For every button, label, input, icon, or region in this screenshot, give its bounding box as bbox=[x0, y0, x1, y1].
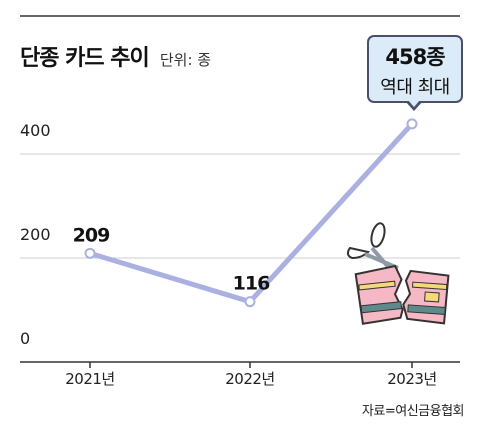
data-label: 209 bbox=[73, 224, 110, 246]
callout-value: 458종 bbox=[385, 45, 445, 69]
x-axis: 2021년 2022년 2023년 bbox=[20, 361, 460, 388]
series-layer bbox=[84, 118, 418, 308]
data-point bbox=[244, 296, 256, 308]
data-point bbox=[84, 247, 96, 259]
y-axis-ticks: 0 200 400 bbox=[20, 121, 51, 348]
chart-title: 단종 카드 추이 bbox=[20, 46, 150, 71]
data-labels: 209 116 bbox=[73, 224, 271, 295]
data-point bbox=[406, 118, 418, 130]
unit-label: 단위: 종 bbox=[159, 51, 212, 69]
data-label: 116 bbox=[233, 273, 270, 295]
y-tick-label: 400 bbox=[20, 121, 51, 140]
x-tick-label: 2022년 bbox=[225, 370, 274, 388]
cut-credit-card-with-scissors-icon bbox=[346, 222, 450, 325]
record-callout: 458종 역대 최대 bbox=[367, 35, 463, 103]
y-tick-label: 200 bbox=[20, 225, 51, 244]
x-tick-label: 2023년 bbox=[387, 370, 436, 388]
chart-heading: 단종 카드 추이 단위: 종 bbox=[20, 40, 211, 72]
y-tick-label: 0 bbox=[20, 329, 30, 348]
source-note: 자료=여신금융협회 bbox=[361, 404, 465, 419]
x-tick-label: 2021년 bbox=[65, 370, 114, 388]
callout-pointer-fill bbox=[408, 100, 420, 107]
callout-caption: 역대 최대 bbox=[380, 77, 450, 98]
